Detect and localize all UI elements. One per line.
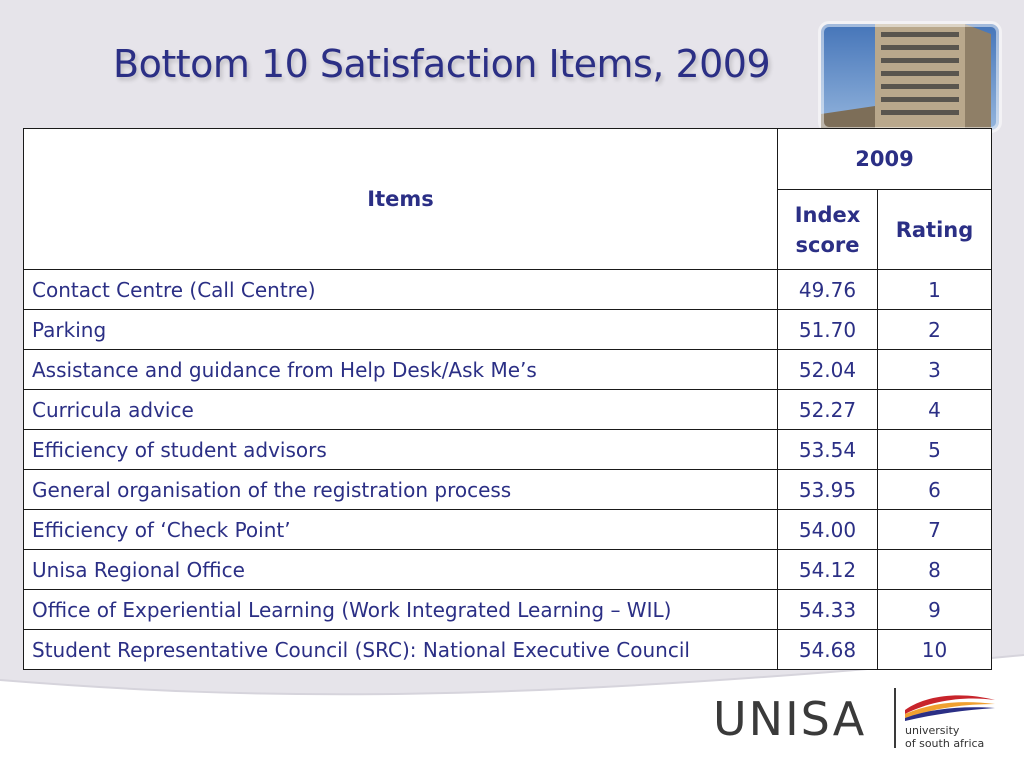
table-body: Contact Centre (Call Centre) 49.76 1 Parkin… [23,269,992,670]
index-score-cell: 49.76 [777,269,878,310]
table-row: Efficiency of student advisors 53.54 5 [23,429,992,470]
index-score-header: Index score [777,189,878,270]
index-score-header-line1: Index [794,202,861,227]
satisfaction-table-container: Items 2009 Index score Rating Contact Ce… [23,128,992,670]
logo-subtitle: university of south africa [905,724,984,750]
rating-header: Rating [877,189,992,270]
index-score-cell: 54.00 [777,509,878,550]
rating-cell: 8 [877,549,992,590]
index-score-header-line2: score [795,232,860,257]
satisfaction-table: Items 2009 Index score Rating Contact Ce… [23,128,992,670]
index-score-cell: 52.27 [777,389,878,430]
slide-title: Bottom 10 Satisfaction Items, 2009 [113,42,771,86]
item-cell: Parking [23,309,778,350]
index-score-cell: 53.95 [777,469,878,510]
item-cell: Efficiency of student advisors [23,429,778,470]
index-score-cell: 51.70 [777,309,878,350]
building-photo [818,21,1002,133]
table-row: Assistance and guidance from Help Desk/A… [23,349,992,390]
table-row: Efficiency of ‘Check Point’ 54.00 7 [23,509,992,550]
table-row: Office of Experiential Learning (Work In… [23,589,992,630]
index-score-cell: 54.33 [777,589,878,630]
item-cell: General organisation of the registration… [23,469,778,510]
item-cell: Office of Experiential Learning (Work In… [23,589,778,630]
item-cell: Curricula advice [23,389,778,430]
table-row: Student Representative Council (SRC): Na… [23,629,992,670]
unisa-wordmark: UNISA [713,692,867,746]
rating-cell: 7 [877,509,992,550]
unisa-swoosh-icon [905,695,995,721]
table-row: Unisa Regional Office 54.12 8 [23,549,992,590]
rating-cell: 4 [877,389,992,430]
logo-subtitle-line2: of south africa [905,737,985,750]
item-cell: Contact Centre (Call Centre) [23,269,778,310]
table-row: General organisation of the registration… [23,469,992,510]
year-header: 2009 [777,128,992,190]
logo-subtitle-line1: university [905,724,960,737]
item-cell: Efficiency of ‘Check Point’ [23,509,778,550]
index-score-cell: 54.68 [777,629,878,670]
rating-cell: 10 [877,629,992,670]
rating-cell: 1 [877,269,992,310]
table-row: Parking 51.70 2 [23,309,992,350]
table-row: Curricula advice 52.27 4 [23,389,992,430]
rating-cell: 9 [877,589,992,630]
index-score-cell: 53.54 [777,429,878,470]
rating-cell: 3 [877,349,992,390]
item-cell: Student Representative Council (SRC): Na… [23,629,778,670]
item-cell: Unisa Regional Office [23,549,778,590]
rating-cell: 2 [877,309,992,350]
index-score-cell: 54.12 [777,549,878,590]
rating-cell: 6 [877,469,992,510]
table-row: Contact Centre (Call Centre) 49.76 1 [23,269,992,310]
item-cell: Assistance and guidance from Help Desk/A… [23,349,778,390]
logo-divider [894,688,896,748]
items-header: Items [23,128,778,270]
index-score-cell: 52.04 [777,349,878,390]
rating-cell: 5 [877,429,992,470]
